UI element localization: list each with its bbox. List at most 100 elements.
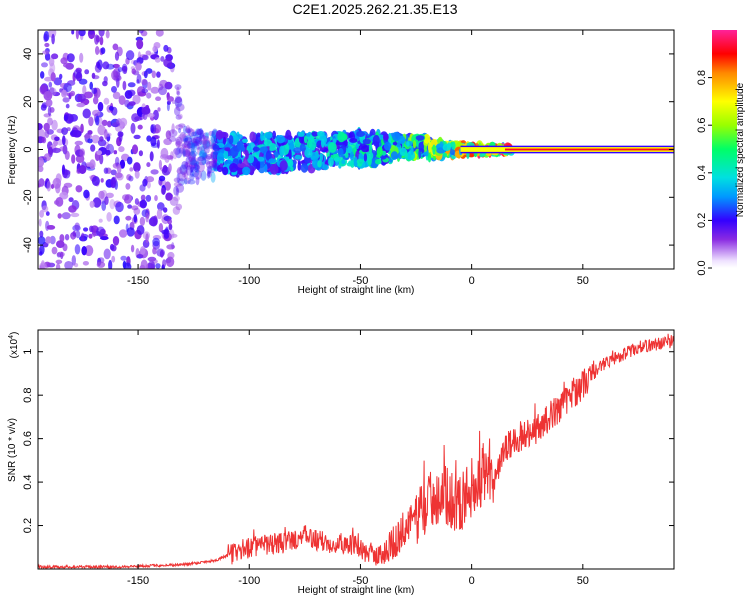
spectrogram-cell [152, 237, 160, 247]
spectrogram-cell [188, 142, 195, 148]
spectrogram-cell [183, 135, 188, 143]
spectrogram-cell [185, 127, 193, 133]
spectrogram-cell [175, 124, 184, 130]
spectrogram-cell [84, 245, 94, 257]
spectrogram-cell [43, 33, 48, 43]
spectrogram-cell [108, 106, 114, 111]
spectrogram-cell [150, 86, 160, 94]
spectrogram-cell [91, 134, 100, 144]
spectrogram-cell [152, 109, 159, 121]
spectrogram-cell [137, 124, 143, 130]
spectrogram-cell [321, 138, 325, 148]
spectrogram-cell [160, 56, 165, 62]
x-tick-label: 50 [577, 275, 589, 287]
spectrogram-cell [110, 177, 116, 188]
spectrogram-cell [298, 135, 304, 144]
spectrogram-cell [184, 162, 193, 170]
spectrogram-cell [93, 96, 99, 105]
spectrogram-cell [208, 139, 215, 146]
spectrogram-cell [190, 166, 194, 172]
spectrogram-cell [423, 133, 431, 144]
spectrogram-cell [40, 71, 45, 79]
snr-frame [38, 330, 674, 569]
spectrogram-cell [82, 261, 89, 266]
x-tick-label: -50 [352, 275, 368, 287]
spectrogram-cell [118, 132, 123, 143]
spectrogram-cell [237, 162, 246, 168]
spectrogram-cell [189, 173, 195, 181]
spectrogram-cell [101, 119, 108, 126]
spectrogram-cell [188, 152, 192, 159]
spectrogram-cell [38, 218, 42, 227]
spectrogram-cell [178, 123, 186, 128]
spectrogram-cell [44, 42, 50, 48]
spectrogram-cell [257, 156, 265, 162]
spectrogram-cell [197, 155, 207, 166]
spectrogram-cell [191, 131, 198, 137]
spectrogram-cell [44, 52, 51, 61]
spectrogram-cell [87, 138, 93, 144]
spectrogram-cell [184, 137, 188, 143]
spectrogram-cell [194, 170, 202, 180]
spectrogram-cell [89, 81, 93, 90]
spectrogram-cell [406, 141, 410, 147]
spectrogram-cell [241, 138, 248, 143]
spectrogram-cell [198, 136, 203, 146]
spectrogram-cell [39, 210, 44, 218]
spectrogram-cell [88, 233, 93, 239]
spectrogram-cell [103, 97, 110, 105]
spectrogram-cell [49, 107, 55, 113]
spectrogram-cell [55, 263, 61, 269]
y-tick-label: 1 [22, 349, 34, 355]
spectrogram-cell [155, 96, 162, 101]
spectrogram-cell [188, 128, 195, 137]
spectrogram-cell [73, 69, 82, 79]
spectrogram-cell [319, 152, 324, 162]
spectrogram-cell [208, 130, 215, 137]
spectrogram-cell [173, 182, 182, 187]
spectrogram-cell [183, 140, 192, 148]
spectrogram-cell [111, 255, 116, 263]
spectrogram-cell [203, 143, 208, 149]
spectrogram-cell [183, 170, 188, 180]
spectrogram-cell [443, 152, 447, 158]
spectrogram-cell [59, 73, 63, 80]
spectrogram-cell [211, 136, 216, 141]
spectrogram-cell [141, 54, 149, 61]
spectrogram-cell [190, 165, 194, 173]
spectrogram-cell [210, 133, 217, 144]
spectrogram-cell [103, 248, 111, 260]
spectrogram-cell [156, 139, 160, 149]
spectrogram-cell [89, 225, 94, 233]
spectrogram-cell [175, 138, 181, 148]
spectrogram-cell [189, 156, 198, 167]
spectrogram-cell [83, 189, 90, 199]
spectrogram-cell [264, 164, 268, 173]
spectrogram-cell [451, 141, 456, 150]
spectrogram-cell [186, 142, 193, 149]
spectrogram-cell [189, 159, 198, 166]
spectrogram-cell [158, 159, 162, 170]
spectrogram-cell [74, 244, 81, 255]
spectrogram-cell [178, 147, 185, 154]
spectrogram-cell [167, 218, 173, 225]
x-tick-label: -100 [238, 275, 260, 287]
spectrogram-cell [126, 227, 135, 237]
x-tick-label: -100 [238, 575, 260, 587]
spectrogram-cell [165, 192, 173, 201]
spectrogram-cell [61, 212, 71, 220]
spectrogram-cell [183, 125, 188, 134]
spectrogram-cell [184, 161, 189, 169]
spectrogram-cell [346, 162, 354, 167]
spectrogram-cell [177, 113, 183, 120]
spectrogram-cell [175, 101, 180, 109]
spectrogram-cell [148, 217, 158, 227]
spectrogram-cell [83, 227, 89, 232]
spectrogram-cell [184, 137, 193, 144]
colorbar-label: Normalized spectral amplitude [735, 82, 746, 217]
spectrogram-cell [41, 205, 49, 213]
spectrogram-cell [279, 145, 285, 157]
spectrogram-cell [139, 216, 146, 226]
spectrogram-cell [78, 165, 87, 174]
spectrogram-cell [78, 78, 88, 85]
